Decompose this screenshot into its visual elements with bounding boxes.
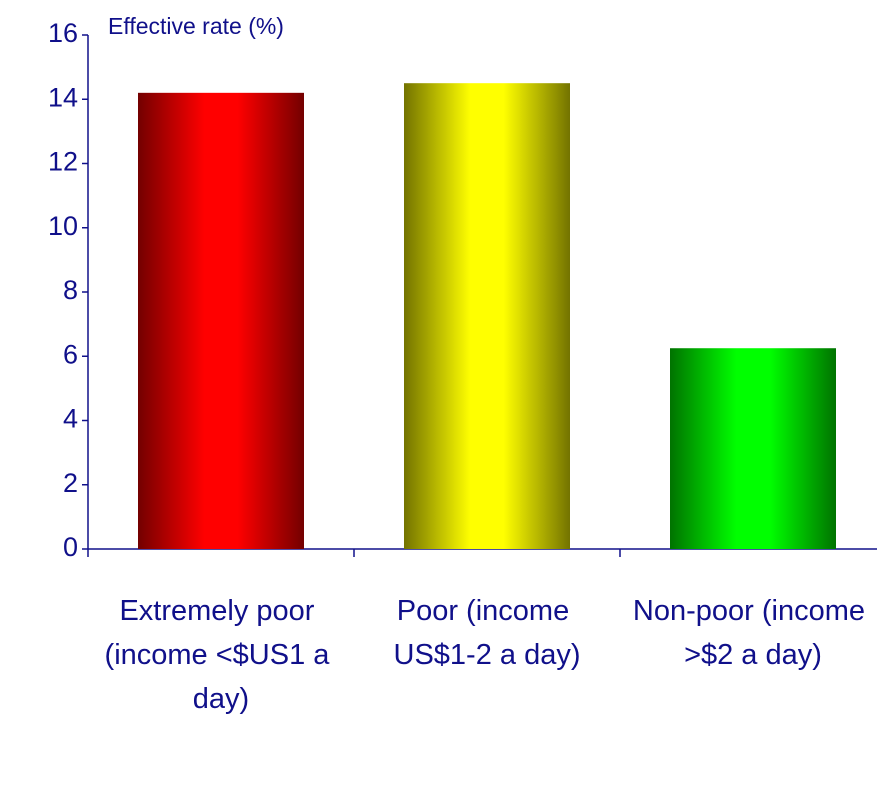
y-tick-label: 0 (63, 532, 78, 562)
bar (404, 83, 570, 549)
bar (670, 348, 836, 549)
y-tick-label: 8 (63, 275, 78, 305)
bar (138, 92, 304, 549)
y-tick-label: 6 (63, 339, 78, 369)
y-axis-label: Effective rate (%) (108, 13, 284, 39)
y-tick-label: 16 (48, 18, 78, 48)
x-tick-label: Extremely poor (income <$US1 a day) (105, 595, 338, 715)
y-tick-label: 10 (48, 211, 78, 241)
x-tick-label: Non-poor (income >$2 a day) (633, 595, 873, 671)
y-tick-label: 12 (48, 147, 78, 177)
y-tick-label: 4 (63, 404, 78, 434)
x-tick-label: Poor (income US$1-2 a day) (394, 595, 581, 671)
y-tick-label: 2 (63, 468, 78, 498)
y-tick-label: 14 (48, 82, 78, 112)
